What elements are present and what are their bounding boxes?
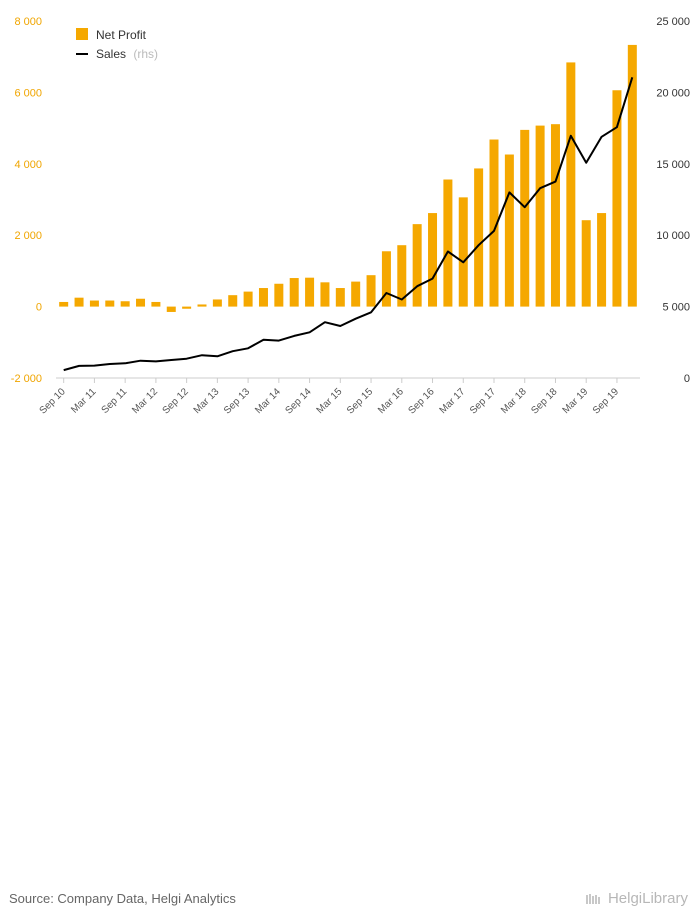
net-profit-bar: [489, 139, 499, 307]
x-tick-label: Sep 16: [406, 386, 436, 416]
chart-svg: 8 000 6 000 4 000 2 000 0 -2 000 25 000 20 000…: [11, 16, 690, 417]
legend-label-sales-name: Sales: [96, 47, 126, 61]
net-profit-bar: [305, 277, 315, 307]
net-profit-bar: [627, 44, 637, 307]
x-tick-label: Mar 19: [561, 386, 591, 416]
left-tick-label: -2 000: [11, 373, 42, 385]
net-profit-bar: [504, 154, 514, 307]
legend-label-net-profit: Net Profit: [96, 28, 147, 42]
x-tick-label: Sep 12: [161, 386, 191, 416]
x-tick-label: Mar 14: [253, 386, 283, 416]
x-tick-label: Sep 19: [591, 386, 621, 416]
x-tick-label: Sep 15: [345, 386, 375, 416]
net-profit-bar: [136, 298, 146, 307]
net-profit-bar: [550, 124, 560, 307]
x-tick-label: Sep 10: [38, 386, 68, 416]
brand-name: HelgiLibrary: [607, 890, 688, 907]
net-profit-bars: [59, 44, 637, 312]
legend-swatch-net-profit: [76, 28, 88, 40]
net-profit-bar: [428, 213, 438, 307]
right-tick-label: 20 000: [656, 87, 690, 99]
net-profit-bar: [197, 304, 207, 307]
legend-label-sales-suffix: (rhs): [133, 47, 158, 61]
left-tick-label: 6 000: [14, 87, 42, 99]
left-tick-label: 2 000: [14, 230, 42, 242]
x-tick-label: Mar 16: [376, 386, 406, 416]
net-profit-bar: [366, 275, 376, 307]
left-tick-label: 4 000: [14, 159, 42, 171]
x-axis: Sep 10 Mar 11 Sep 11 Mar 12 Sep 12 Mar 13 Sep …: [38, 378, 621, 417]
x-tick-label: Sep 14: [284, 386, 314, 416]
net-profit-bar: [212, 299, 222, 307]
net-profit-bar: [351, 281, 361, 307]
net-profit-bar: [397, 245, 407, 307]
net-profit-bar: [228, 295, 238, 307]
net-profit-bar: [74, 297, 84, 307]
net-profit-bar: [289, 278, 299, 307]
brand-logo: HelgiLibrary: [585, 890, 688, 907]
chart: 8 000 6 000 4 000 2 000 0 -2 000 25 000 20 000…: [11, 16, 690, 417]
legend: Net Profit Sales (rhs): [76, 28, 158, 61]
left-tick-label: 0: [36, 302, 42, 314]
left-tick-label: 8 000: [14, 16, 42, 28]
right-tick-label: 15 000: [656, 159, 690, 171]
x-tick-label: Mar 18: [499, 386, 529, 416]
legend-label-sales: Sales (rhs): [96, 47, 158, 61]
net-profit-bar: [59, 301, 69, 307]
net-profit-bar: [381, 251, 391, 307]
net-profit-bar: [166, 306, 176, 312]
net-profit-bar: [566, 62, 576, 307]
x-tick-label: Mar 12: [130, 386, 160, 416]
library-icon: [585, 894, 600, 905]
x-tick-label: Mar 11: [69, 386, 99, 416]
net-profit-bar: [182, 306, 192, 309]
net-profit-bar: [474, 168, 484, 307]
sales-line-layer: [63, 77, 634, 372]
net-profit-bar: [443, 179, 453, 307]
net-profit-bar: [320, 282, 330, 307]
net-profit-bar: [335, 288, 345, 307]
x-tick-label: Sep 17: [468, 386, 498, 416]
net-profit-bar: [274, 283, 284, 307]
net-profit-bar: [105, 300, 115, 307]
net-profit-bar: [243, 291, 253, 307]
right-tick-label: 25 000: [656, 16, 690, 28]
net-profit-bar: [597, 213, 607, 307]
x-tick-label: Sep 13: [222, 386, 252, 416]
net-profit-bar: [520, 129, 530, 307]
x-tick-label: Mar 13: [192, 386, 222, 416]
left-axis: 8 000 6 000 4 000 2 000 0 -2 000: [11, 16, 42, 385]
net-profit-bar: [412, 224, 422, 307]
net-profit-bar: [258, 288, 268, 307]
right-tick-label: 5 000: [662, 302, 690, 314]
net-profit-bar: [612, 90, 622, 307]
source-note: Source: Company Data, Helgi Analytics: [9, 891, 236, 906]
net-profit-bar: [581, 220, 591, 307]
net-profit-bar: [535, 125, 545, 307]
x-tick-label: Mar 17: [438, 386, 468, 416]
right-tick-label: 10 000: [656, 230, 690, 242]
right-axis: 25 000 20 000 15 000 10 000 5 000 0: [656, 16, 690, 385]
net-profit-bar: [120, 301, 130, 307]
footer: Source: Company Data, Helgi Analytics He…: [0, 440, 700, 907]
net-profit-bar: [89, 300, 99, 307]
net-profit-bar: [458, 197, 468, 307]
right-tick-label: 0: [684, 373, 690, 385]
x-tick-label: Mar 15: [315, 386, 345, 416]
x-tick-label: Sep 11: [100, 386, 130, 416]
x-tick-label: Sep 18: [529, 386, 559, 416]
net-profit-bar: [151, 301, 161, 307]
sales-line: [63, 77, 634, 372]
